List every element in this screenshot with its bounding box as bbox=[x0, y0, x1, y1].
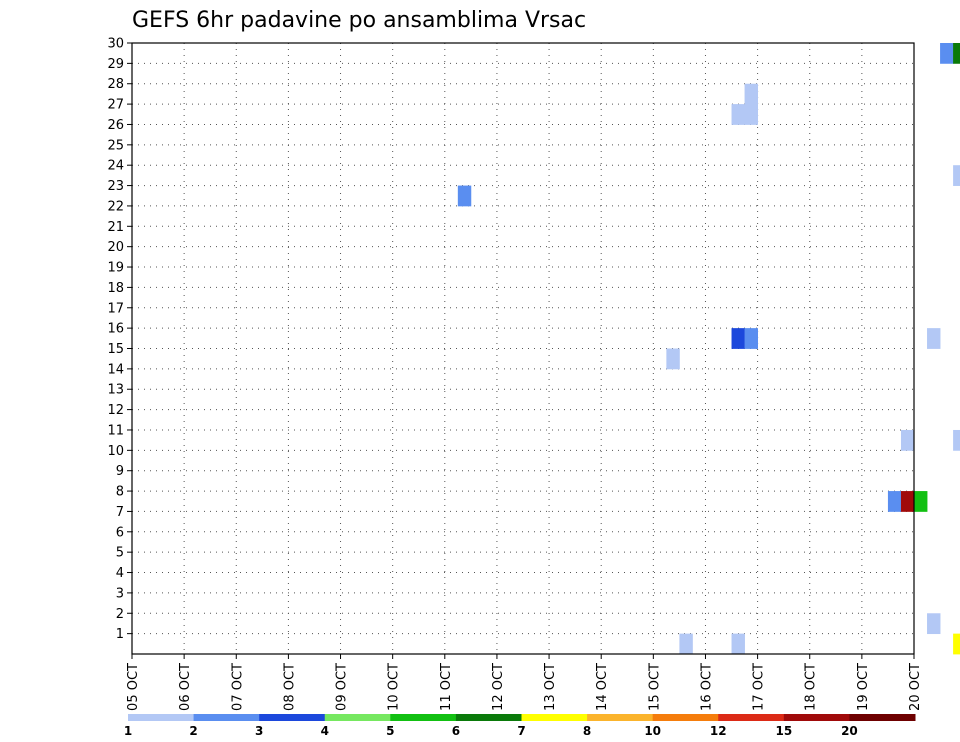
data-cell bbox=[953, 165, 960, 186]
x-tick-label: 13 OCT bbox=[543, 663, 558, 711]
data-cell bbox=[940, 43, 954, 64]
legend-label: 6 bbox=[452, 724, 460, 738]
data-cell bbox=[731, 633, 745, 655]
y-axis: 1234567891011121314151617181920212223242… bbox=[107, 37, 132, 642]
x-tick-label: 06 OCT bbox=[178, 663, 193, 711]
legend-swatch bbox=[193, 714, 260, 721]
x-tick-label: 14 OCT bbox=[595, 663, 610, 711]
legend-swatch bbox=[849, 714, 916, 721]
y-tick-label: 12 bbox=[107, 403, 124, 418]
y-tick-label: 27 bbox=[107, 98, 124, 113]
y-tick-label: 23 bbox=[107, 179, 124, 194]
data-cell bbox=[927, 613, 941, 635]
legend-label: 7 bbox=[517, 724, 525, 738]
data-cell bbox=[457, 185, 472, 207]
legend-label: 4 bbox=[321, 724, 329, 738]
legend-swatch bbox=[455, 714, 522, 721]
data-cells bbox=[457, 43, 960, 655]
y-tick-label: 22 bbox=[107, 199, 124, 214]
legend-swatch bbox=[652, 714, 719, 721]
x-tick-label: 09 OCT bbox=[335, 663, 350, 711]
y-tick-label: 10 bbox=[107, 444, 124, 459]
data-cell bbox=[887, 491, 902, 512]
legend-swatch bbox=[521, 714, 588, 721]
legend-label: 8 bbox=[583, 724, 591, 738]
x-tick-label: 15 OCT bbox=[647, 663, 662, 711]
data-cell bbox=[914, 491, 928, 512]
x-tick-label: 11 OCT bbox=[439, 663, 454, 711]
legend-swatch bbox=[783, 714, 850, 721]
y-tick-label: 14 bbox=[107, 362, 124, 377]
x-tick-label: 18 OCT bbox=[804, 663, 819, 711]
y-tick-label: 1 bbox=[116, 627, 124, 642]
data-cell bbox=[744, 83, 758, 105]
x-tick-label: 16 OCT bbox=[699, 663, 714, 711]
y-tick-label: 20 bbox=[107, 240, 124, 255]
y-tick-label: 6 bbox=[116, 525, 124, 540]
legend-label: 5 bbox=[386, 724, 394, 738]
legend-label: 1 bbox=[124, 724, 132, 738]
legend-label: 10 bbox=[644, 724, 661, 738]
data-cell bbox=[900, 491, 915, 512]
y-tick-label: 4 bbox=[116, 566, 124, 581]
data-cell bbox=[953, 633, 960, 655]
data-cell bbox=[953, 429, 960, 451]
y-tick-label: 24 bbox=[107, 159, 124, 174]
y-tick-label: 28 bbox=[107, 77, 124, 92]
y-tick-label: 19 bbox=[107, 261, 124, 276]
data-cell bbox=[666, 348, 680, 370]
data-cell bbox=[900, 429, 915, 451]
data-cell bbox=[731, 328, 745, 349]
y-tick-label: 15 bbox=[107, 342, 124, 357]
legend-swatch bbox=[718, 714, 785, 721]
chart-title: GEFS 6hr padavine po ansamblima Vrsac bbox=[132, 8, 586, 33]
legend-label: 3 bbox=[255, 724, 263, 738]
legend-label: 15 bbox=[775, 724, 792, 738]
y-tick-label: 13 bbox=[107, 383, 124, 398]
legend-swatch bbox=[390, 714, 457, 721]
x-axis: 05 OCT 06 OCT 07 OCT 08 OCT 09 OCT 10 OCT 11 O… bbox=[126, 654, 923, 711]
legend-label: 20 bbox=[841, 724, 858, 738]
x-tick-label: 20 OCT bbox=[908, 663, 923, 711]
x-tick-label: 19 OCT bbox=[856, 663, 871, 711]
data-cell bbox=[744, 104, 758, 125]
grid bbox=[132, 42, 914, 654]
data-cell bbox=[953, 43, 960, 64]
y-tick-label: 30 bbox=[107, 37, 124, 52]
y-tick-label: 29 bbox=[107, 57, 124, 72]
data-cell bbox=[744, 328, 758, 349]
legend-label: 12 bbox=[710, 724, 727, 738]
x-tick-label: 07 OCT bbox=[230, 663, 245, 711]
x-tick-label: 17 OCT bbox=[752, 663, 767, 711]
y-tick-label: 18 bbox=[107, 281, 124, 296]
legend-swatch bbox=[587, 714, 654, 721]
x-tick-label: 08 OCT bbox=[282, 663, 297, 711]
y-tick-label: 11 bbox=[107, 423, 124, 438]
data-cell bbox=[679, 633, 693, 655]
y-tick-label: 17 bbox=[107, 301, 124, 316]
y-tick-label: 5 bbox=[116, 546, 124, 561]
y-tick-label: 3 bbox=[116, 586, 124, 601]
y-tick-label: 8 bbox=[116, 485, 124, 500]
x-tick-label: 12 OCT bbox=[491, 663, 506, 711]
x-tick-label: 05 OCT bbox=[126, 663, 141, 711]
legend-label: 2 bbox=[189, 724, 197, 738]
y-tick-label: 26 bbox=[107, 118, 124, 133]
legend-swatch bbox=[324, 714, 391, 721]
y-tick-label: 21 bbox=[107, 220, 124, 235]
y-tick-label: 16 bbox=[107, 322, 124, 337]
data-cell bbox=[731, 104, 745, 125]
color-legend: 1 2 3 4 5 6 7 8 10 12 15 20 bbox=[124, 714, 916, 738]
y-tick-label: 25 bbox=[107, 138, 124, 153]
y-tick-label: 2 bbox=[116, 607, 124, 622]
y-tick-label: 9 bbox=[116, 464, 124, 479]
x-tick-label: 10 OCT bbox=[387, 663, 402, 711]
legend-swatch bbox=[259, 714, 326, 721]
data-cell bbox=[927, 328, 941, 349]
legend-swatch bbox=[128, 714, 195, 721]
y-tick-label: 7 bbox=[116, 505, 124, 520]
